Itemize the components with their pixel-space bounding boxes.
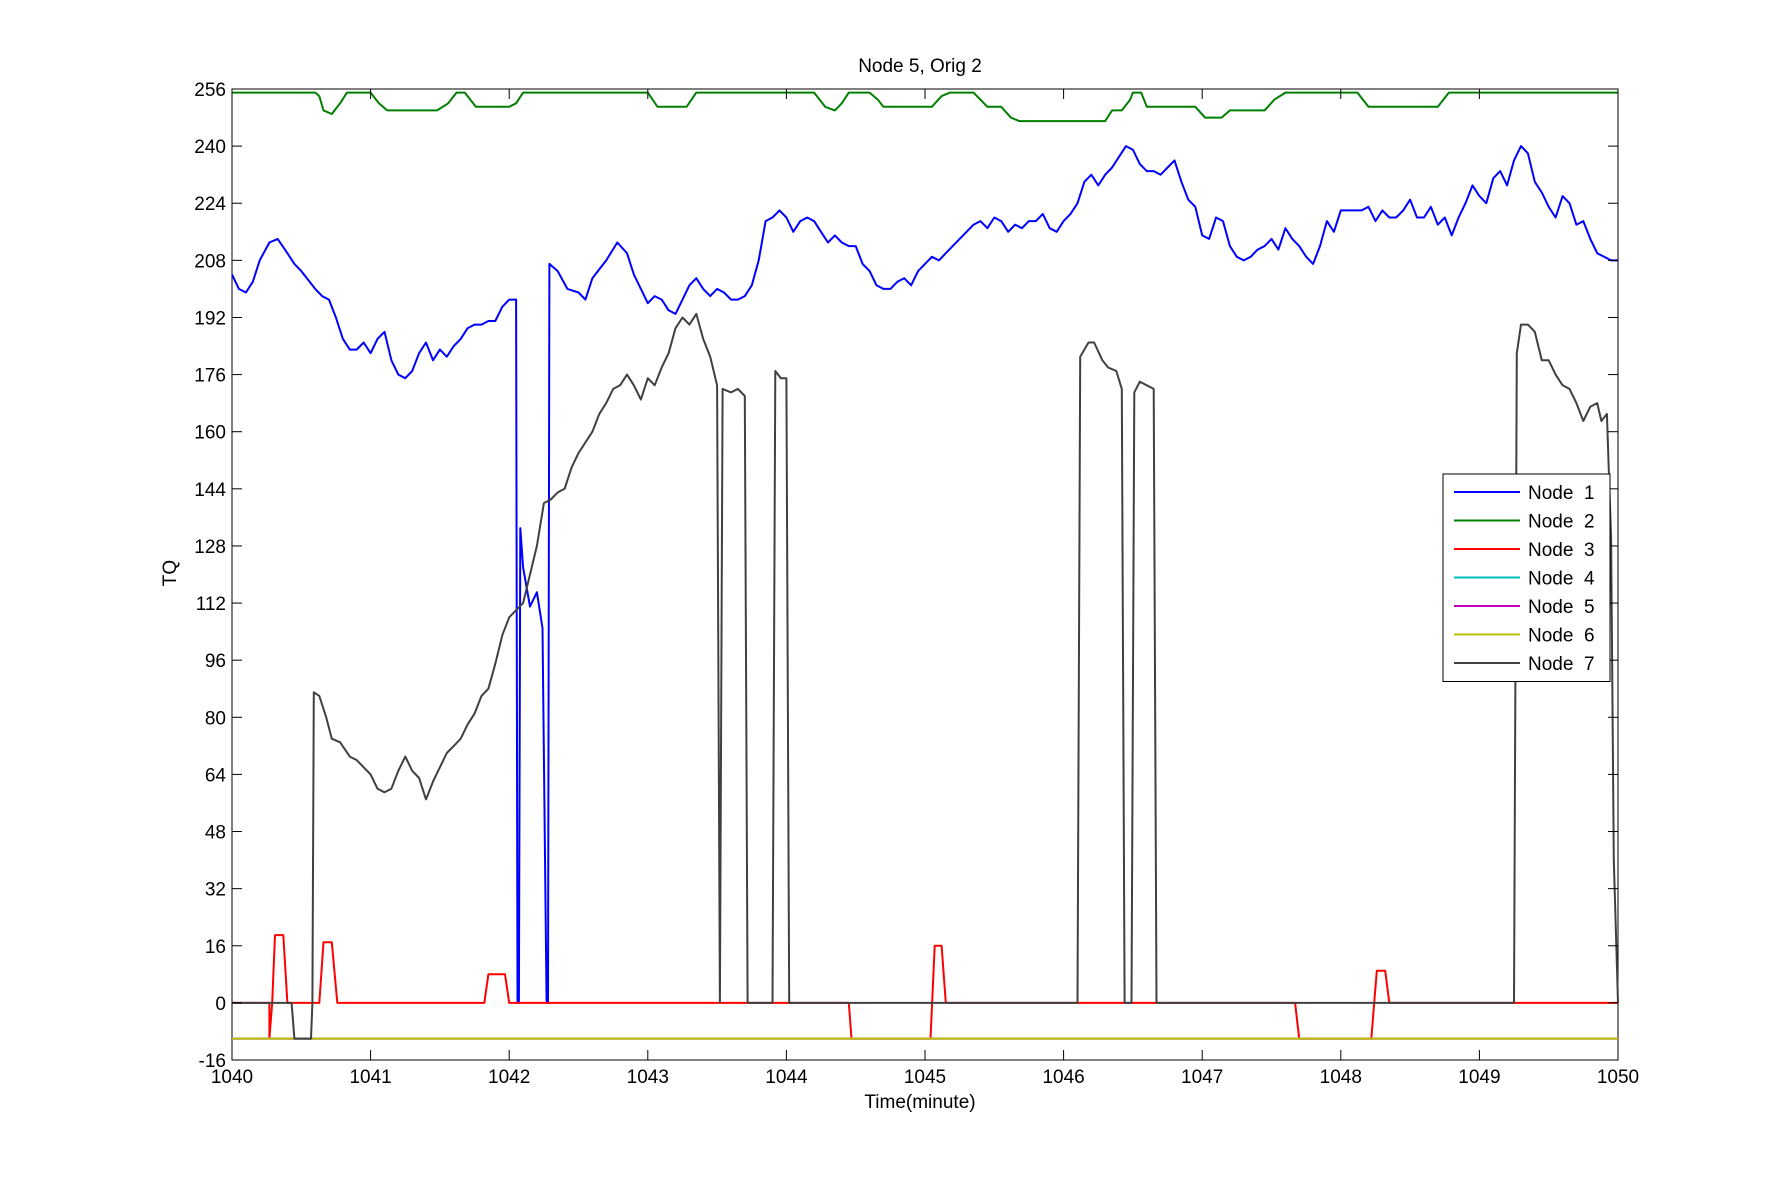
x-tick-label: 1047 xyxy=(1181,1067,1223,1088)
plot-frame xyxy=(231,88,1619,1061)
y-tick-label: 32 xyxy=(205,880,226,901)
legend-label: Node 2 xyxy=(1528,512,1595,533)
y-tick-label: 112 xyxy=(196,594,226,615)
y-tick-label: 160 xyxy=(194,423,226,444)
legend-label: Node 5 xyxy=(1528,597,1595,618)
y-axis-label: TQ xyxy=(160,560,181,586)
x-tick-label: 1046 xyxy=(1042,1067,1084,1088)
x-tick-label: 1050 xyxy=(1597,1067,1639,1088)
x-axis-label: Time(minute) xyxy=(864,1092,975,1113)
y-tick-label: 16 xyxy=(205,937,226,958)
legend-label: Node 3 xyxy=(1528,540,1595,561)
series-line-node-1 xyxy=(231,145,1618,1004)
y-tick-label: 64 xyxy=(205,765,227,786)
y-tick-label: 96 xyxy=(205,651,226,672)
y-tick-label: 192 xyxy=(194,308,226,329)
legend-label: Node 4 xyxy=(1528,569,1595,590)
axis-ticks: 1040 1041 1042 1043 1044 1045 1046 1047 1048 1049… xyxy=(194,80,1639,1088)
y-tick-label: -16 xyxy=(199,1051,226,1072)
y-tick-label: 224 xyxy=(194,194,226,215)
y-tick-label: 208 xyxy=(194,251,226,272)
y-tick-label: 176 xyxy=(194,366,226,387)
legend-label: Node 1 xyxy=(1528,483,1595,504)
series-line-node-2 xyxy=(232,91,1618,123)
legend: Node 1 Node 2 Node 3 Node 4 Node 5 Node 6 Node… xyxy=(1442,473,1611,682)
x-tick-label: 1049 xyxy=(1458,1067,1500,1088)
legend-label: Node 6 xyxy=(1528,626,1595,647)
x-tick-label: 1042 xyxy=(488,1067,530,1088)
y-tick-label: 256 xyxy=(194,80,226,101)
y-tick-label: 240 xyxy=(194,137,226,158)
y-tick-label: 128 xyxy=(194,537,226,558)
x-tick-label: 1043 xyxy=(627,1067,669,1088)
y-tick-label: 144 xyxy=(194,480,226,501)
y-tick-label: 0 xyxy=(215,994,226,1015)
x-tick-label: 1045 xyxy=(904,1067,946,1088)
series-layer xyxy=(231,91,1619,1040)
x-tick-label: 1040 xyxy=(211,1067,253,1088)
x-tick-label: 1044 xyxy=(765,1067,808,1088)
chart-title: Node 5, Orig 2 xyxy=(858,56,982,77)
x-tick-label: 1041 xyxy=(349,1067,391,1088)
y-tick-label: 48 xyxy=(205,823,226,844)
series-line-node-7 xyxy=(232,312,1619,1040)
legend-label: Node 7 xyxy=(1528,654,1595,675)
y-tick-label: 80 xyxy=(205,708,226,729)
x-tick-label: 1048 xyxy=(1320,1067,1362,1088)
